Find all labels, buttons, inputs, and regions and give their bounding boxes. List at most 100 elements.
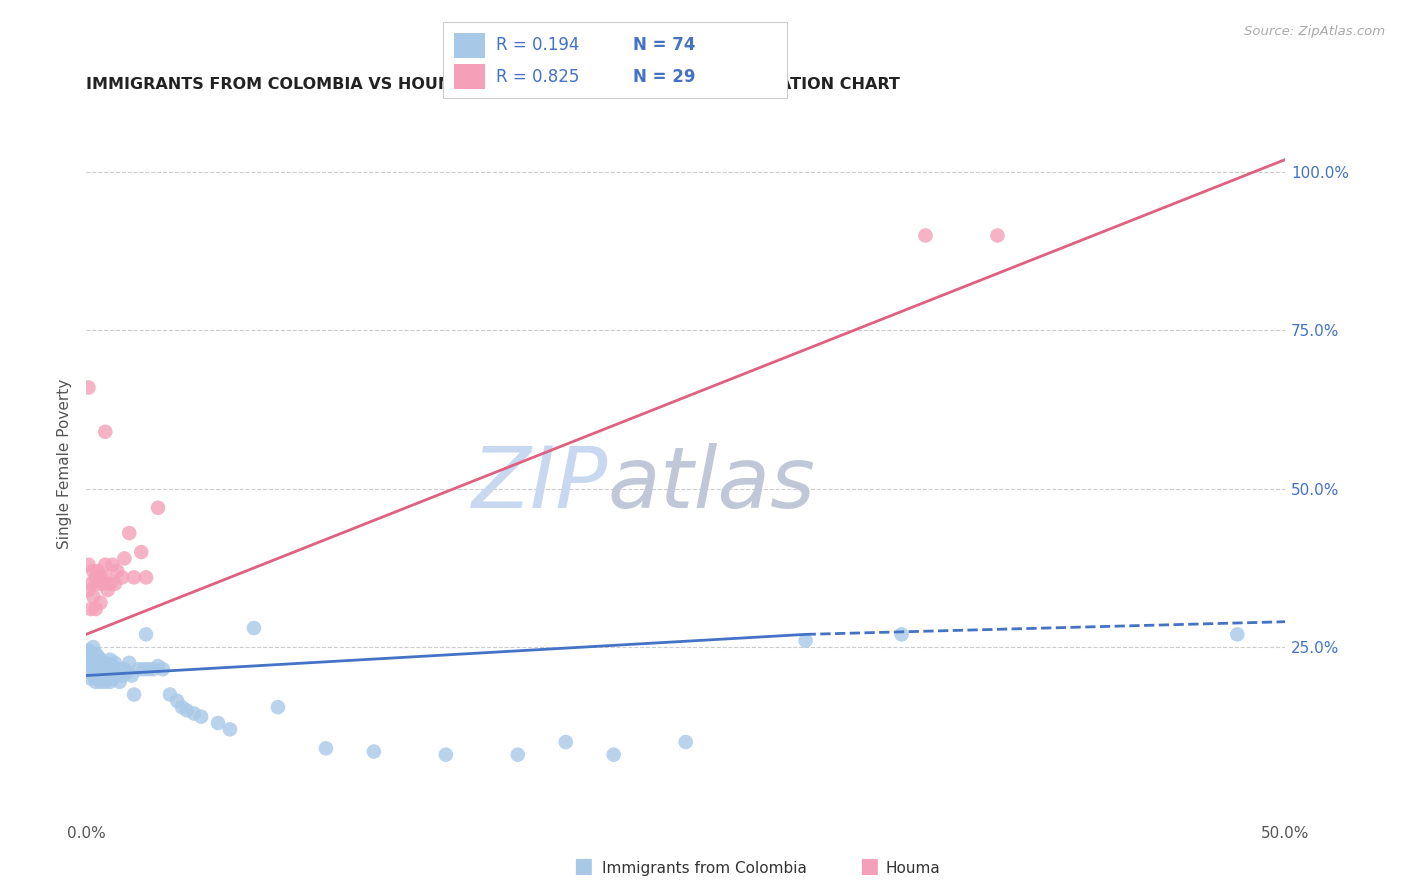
Point bbox=[128, 662, 150, 676]
Point bbox=[146, 500, 169, 515]
Point bbox=[104, 656, 127, 670]
Point bbox=[80, 672, 103, 686]
Point bbox=[138, 662, 160, 676]
Point bbox=[132, 662, 155, 676]
Point bbox=[122, 570, 145, 584]
Point bbox=[94, 665, 117, 680]
Point bbox=[84, 602, 107, 616]
Point bbox=[176, 703, 198, 717]
Point bbox=[105, 665, 128, 680]
Point bbox=[77, 583, 100, 598]
Point bbox=[89, 674, 111, 689]
Point bbox=[82, 564, 104, 578]
Point bbox=[101, 672, 124, 686]
Point bbox=[129, 545, 152, 559]
Point bbox=[986, 228, 1008, 243]
Point bbox=[91, 576, 114, 591]
Point bbox=[363, 744, 385, 758]
Point bbox=[243, 621, 266, 635]
Point bbox=[80, 662, 103, 676]
Point bbox=[87, 662, 110, 676]
Point bbox=[97, 672, 120, 686]
Point bbox=[82, 668, 104, 682]
Point bbox=[98, 665, 121, 680]
Point bbox=[77, 659, 100, 673]
Point bbox=[101, 659, 124, 673]
Text: ■: ■ bbox=[859, 856, 879, 876]
Point bbox=[434, 747, 457, 762]
Text: R = 0.194: R = 0.194 bbox=[496, 37, 579, 54]
Point bbox=[142, 662, 165, 676]
Text: ZIP: ZIP bbox=[471, 443, 607, 526]
Point bbox=[108, 662, 131, 676]
Point bbox=[89, 665, 111, 680]
Point bbox=[111, 668, 134, 682]
Point bbox=[104, 668, 127, 682]
Point bbox=[114, 551, 136, 566]
Point bbox=[219, 723, 242, 737]
Point bbox=[914, 228, 936, 243]
Text: Houma: Houma bbox=[886, 861, 941, 876]
Point bbox=[97, 662, 120, 676]
Point bbox=[602, 747, 624, 762]
Point bbox=[87, 672, 110, 686]
Point bbox=[82, 640, 104, 654]
Point bbox=[80, 646, 103, 660]
Point bbox=[80, 576, 103, 591]
Point bbox=[91, 662, 114, 676]
Point bbox=[94, 558, 117, 572]
Text: Source: ZipAtlas.com: Source: ZipAtlas.com bbox=[1244, 25, 1385, 38]
Point bbox=[82, 653, 104, 667]
Point bbox=[91, 656, 114, 670]
Y-axis label: Single Female Poverty: Single Female Poverty bbox=[58, 378, 72, 549]
Point bbox=[94, 425, 117, 439]
Text: N = 74: N = 74 bbox=[633, 37, 695, 54]
Point bbox=[89, 570, 111, 584]
Point bbox=[98, 576, 121, 591]
Point bbox=[190, 709, 212, 723]
Point bbox=[77, 380, 100, 394]
Point bbox=[554, 735, 576, 749]
Point bbox=[135, 570, 157, 584]
Point bbox=[80, 656, 103, 670]
Point bbox=[82, 590, 104, 604]
Point bbox=[87, 656, 110, 670]
Point bbox=[207, 716, 229, 731]
Point bbox=[98, 674, 121, 689]
Point bbox=[84, 646, 107, 660]
Point bbox=[87, 649, 110, 664]
Point bbox=[122, 688, 145, 702]
Point bbox=[794, 633, 817, 648]
Point bbox=[108, 674, 131, 689]
Point bbox=[152, 662, 174, 676]
Point bbox=[118, 656, 141, 670]
Point bbox=[121, 668, 143, 682]
Point bbox=[146, 659, 169, 673]
Point bbox=[84, 674, 107, 689]
Text: N = 29: N = 29 bbox=[633, 68, 695, 86]
Point bbox=[94, 656, 117, 670]
Point bbox=[114, 662, 136, 676]
Point bbox=[77, 558, 100, 572]
Point bbox=[77, 643, 100, 657]
Point bbox=[89, 653, 111, 667]
Point bbox=[89, 659, 111, 673]
Point bbox=[118, 526, 141, 541]
Point bbox=[675, 735, 697, 749]
Point bbox=[98, 653, 121, 667]
Text: R = 0.825: R = 0.825 bbox=[496, 68, 579, 86]
Point bbox=[84, 656, 107, 670]
Point bbox=[82, 659, 104, 673]
Point bbox=[183, 706, 205, 721]
Point bbox=[87, 576, 110, 591]
Text: IMMIGRANTS FROM COLOMBIA VS HOUMA SINGLE FEMALE POVERTY CORRELATION CHART: IMMIGRANTS FROM COLOMBIA VS HOUMA SINGLE… bbox=[86, 78, 900, 93]
Point bbox=[84, 665, 107, 680]
Text: ■: ■ bbox=[574, 856, 593, 876]
Point bbox=[89, 596, 111, 610]
Point bbox=[166, 694, 188, 708]
Point bbox=[87, 564, 110, 578]
Point bbox=[91, 672, 114, 686]
Point bbox=[84, 570, 107, 584]
Point bbox=[97, 583, 120, 598]
Text: Immigrants from Colombia: Immigrants from Colombia bbox=[602, 861, 807, 876]
